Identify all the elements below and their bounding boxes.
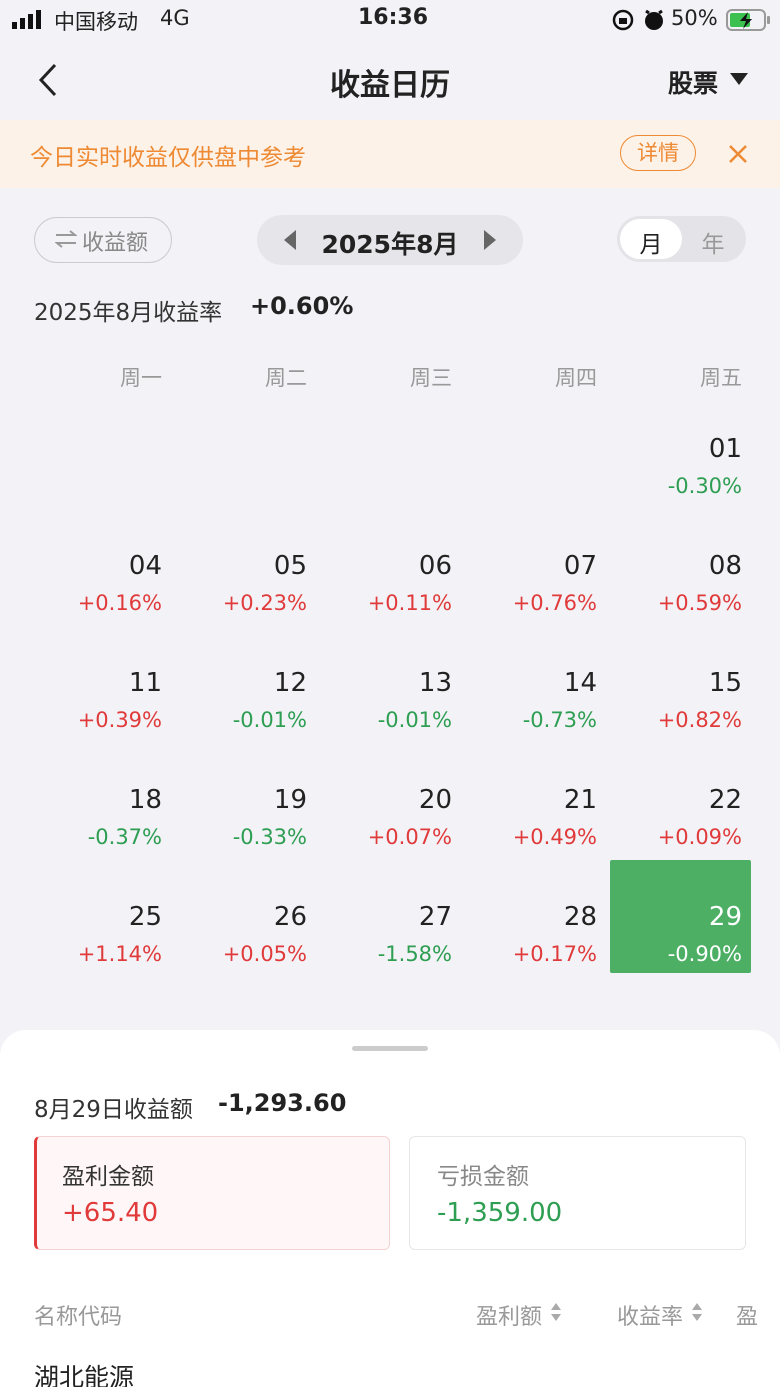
day-change: -0.73% <box>522 708 597 732</box>
loss-card <box>409 1136 746 1250</box>
next-month[interactable] <box>482 229 498 251</box>
day-change: +0.07% <box>367 825 452 849</box>
dropdown-arrow <box>730 73 748 85</box>
day-change: +0.76% <box>512 591 597 615</box>
weekday-label: 周二 <box>265 366 307 390</box>
day-change: -0.33% <box>232 825 307 849</box>
day-number[interactable]: 01 <box>708 434 742 464</box>
day-number[interactable]: 07 <box>563 551 597 581</box>
sort-icon <box>692 1303 702 1321</box>
status-icons <box>612 9 663 31</box>
detail-total: -1,293.60 <box>218 1089 347 1117</box>
stock-name[interactable]: 湖北能源 <box>34 1363 135 1387</box>
day-number[interactable]: 18 <box>128 785 162 815</box>
day-change: +1.14% <box>77 942 162 966</box>
day-number[interactable]: 25 <box>128 902 162 932</box>
day-number[interactable]: 19 <box>273 785 307 815</box>
detail-button[interactable]: 详情 <box>620 135 696 171</box>
day-change: +0.05% <box>222 942 307 966</box>
day-change: +0.49% <box>512 825 597 849</box>
column-header[interactable]: 盈 <box>736 1305 759 1330</box>
day-number[interactable]: 12 <box>273 668 307 698</box>
toggle-label: 收益额 <box>82 231 149 256</box>
sort-icon <box>551 1303 561 1321</box>
sheet-handle[interactable] <box>352 1046 428 1051</box>
day-number[interactable]: 29 <box>708 902 742 932</box>
filter-dropdown[interactable]: 股票 <box>668 69 719 98</box>
day-number[interactable]: 28 <box>563 902 597 932</box>
day-change: +0.11% <box>367 591 452 615</box>
loss-label: 亏损金额 <box>437 1164 529 1190</box>
weekday-label: 周三 <box>410 366 452 390</box>
weekday-label: 周五 <box>700 366 742 390</box>
column-header[interactable]: 盈利额 <box>476 1305 543 1330</box>
day-number[interactable]: 05 <box>273 551 307 581</box>
battery-icon <box>726 9 770 31</box>
day-change: -0.01% <box>232 708 307 732</box>
day-number[interactable]: 22 <box>708 785 742 815</box>
day-number[interactable]: 11 <box>128 668 162 698</box>
detail-title: 8月29日收益额 <box>34 1097 193 1123</box>
weekday-label: 周四 <box>555 366 597 390</box>
close-button[interactable] <box>728 144 748 164</box>
toggle-button[interactable] <box>34 217 172 263</box>
day-number[interactable]: 08 <box>708 551 742 581</box>
day-change: +0.23% <box>222 591 307 615</box>
day-change: +0.17% <box>512 942 597 966</box>
notice-bar <box>0 120 780 188</box>
day-number[interactable]: 04 <box>128 551 162 581</box>
day-change: -0.01% <box>377 708 452 732</box>
prev-month[interactable] <box>282 229 298 251</box>
column-header[interactable]: 收益率 <box>617 1305 684 1330</box>
network: 4G <box>160 6 190 30</box>
period-year[interactable]: 年 <box>701 232 725 258</box>
loss-value: -1,359.00 <box>437 1198 563 1228</box>
day-number[interactable]: 14 <box>563 668 597 698</box>
day-number[interactable]: 21 <box>563 785 597 815</box>
day-change: +0.16% <box>77 591 162 615</box>
day-change: -1.58% <box>377 942 452 966</box>
summary-value: +0.60% <box>250 292 354 320</box>
profit-card <box>34 1136 390 1250</box>
summary-label: 2025年8月收益率 <box>34 300 223 326</box>
signal-icon <box>12 10 41 29</box>
carrier: 中国移动 <box>54 10 138 34</box>
column-header: 名称代码 <box>34 1305 123 1330</box>
profit-label: 盈利金额 <box>62 1164 154 1190</box>
day-change: -0.90% <box>667 942 742 966</box>
back-button[interactable] <box>36 62 60 98</box>
battery-percent: 50% <box>671 6 718 30</box>
day-number[interactable]: 20 <box>418 785 452 815</box>
day-change: -0.37% <box>87 825 162 849</box>
month-label: 2025年8月 <box>321 230 459 259</box>
selected-day <box>610 860 751 973</box>
day-number[interactable]: 27 <box>418 902 452 932</box>
page-title: 收益日历 <box>330 68 450 103</box>
day-number[interactable]: 06 <box>418 551 452 581</box>
weekday-label: 周一 <box>120 366 162 390</box>
period-month[interactable]: 月 <box>639 232 663 258</box>
month-picker <box>257 215 523 265</box>
day-change: +0.09% <box>657 825 742 849</box>
clock: 16:36 <box>358 5 429 30</box>
day-change: -0.30% <box>667 474 742 498</box>
day-change: +0.82% <box>657 708 742 732</box>
swap-icon <box>55 230 77 248</box>
day-number[interactable]: 26 <box>273 902 307 932</box>
profit-value: +65.40 <box>62 1198 159 1228</box>
day-change: +0.39% <box>77 708 162 732</box>
notice-text: 今日实时收益仅供盘中参考 <box>30 145 306 171</box>
day-number[interactable]: 13 <box>418 668 452 698</box>
period-active <box>620 219 682 259</box>
day-number[interactable]: 15 <box>708 668 742 698</box>
day-change: +0.59% <box>657 591 742 615</box>
